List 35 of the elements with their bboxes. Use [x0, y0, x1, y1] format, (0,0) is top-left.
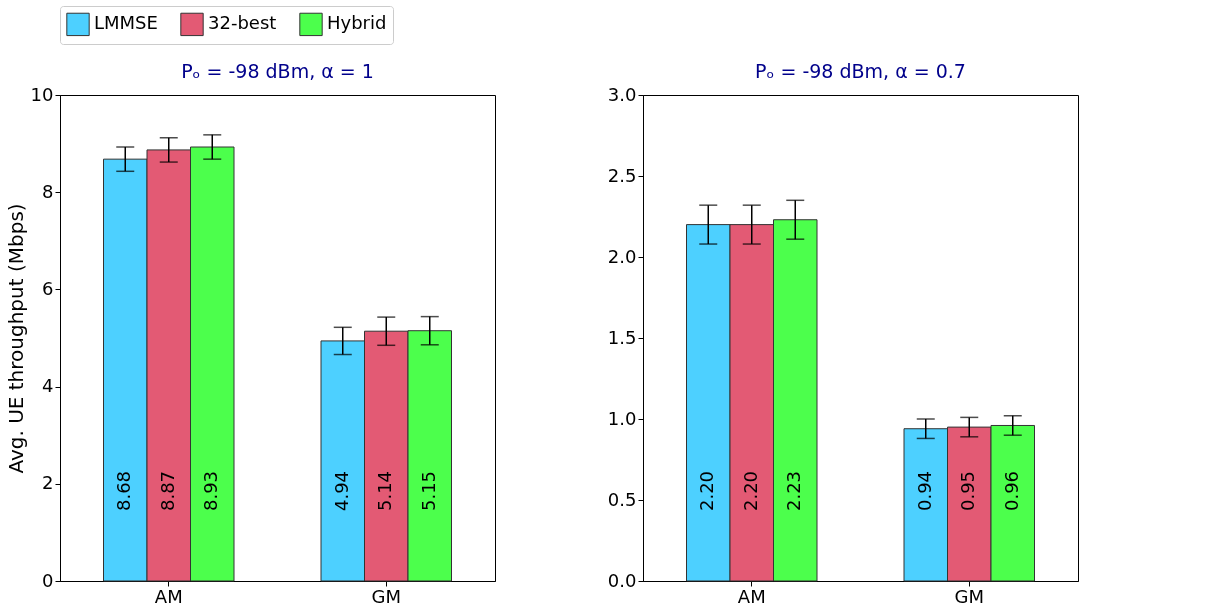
- data-label: 5.14: [374, 470, 396, 512]
- y-tick-label: 2.5: [607, 164, 637, 186]
- y-axis-title: Avg. UE throughput (Mbps): [3, 203, 28, 474]
- y-tick-label: 0.5: [607, 488, 637, 510]
- data-label: 8.68: [113, 470, 135, 512]
- y-tick-label: 4: [42, 375, 54, 397]
- data-label: 2.23: [783, 470, 805, 512]
- y-tick-label: 8: [42, 180, 54, 202]
- data-label: 2.20: [739, 470, 761, 512]
- data-label: 0.96: [1000, 470, 1022, 512]
- y-tick-label: 6: [42, 277, 54, 299]
- y-tick-label: 1.0: [607, 407, 637, 429]
- x-tick-label: AM: [737, 585, 766, 606]
- data-label: 8.87: [156, 470, 178, 512]
- x-tick-label: GM: [954, 585, 984, 606]
- legend-label: LMMSE: [94, 12, 158, 34]
- y-tick-label: 0: [42, 569, 54, 591]
- data-label: 0.95: [957, 470, 979, 512]
- data-label: 0.94: [913, 470, 935, 512]
- y-tick-label: 3.0: [607, 83, 637, 105]
- chart-title: Pₒ = -98 dBm, α = 0.7: [755, 60, 966, 82]
- y-tick-label: 2: [42, 472, 54, 494]
- y-tick-label: 10: [30, 83, 54, 105]
- x-tick-label: AM: [154, 585, 183, 606]
- data-label: 4.94: [330, 470, 352, 512]
- data-label: 2.20: [696, 470, 718, 512]
- y-tick-label: 0.0: [607, 569, 637, 591]
- y-tick-label: 1.5: [607, 326, 637, 348]
- x-tick-label: GM: [371, 585, 401, 606]
- legend-label: Hybrid: [327, 12, 387, 34]
- chart-title: Pₒ = -98 dBm, α = 1: [181, 60, 374, 82]
- y-tick-label: 2.0: [607, 245, 637, 267]
- legend-label: 32-best: [208, 12, 277, 34]
- data-label: 5.15: [417, 470, 439, 512]
- data-label: 8.93: [200, 470, 222, 512]
